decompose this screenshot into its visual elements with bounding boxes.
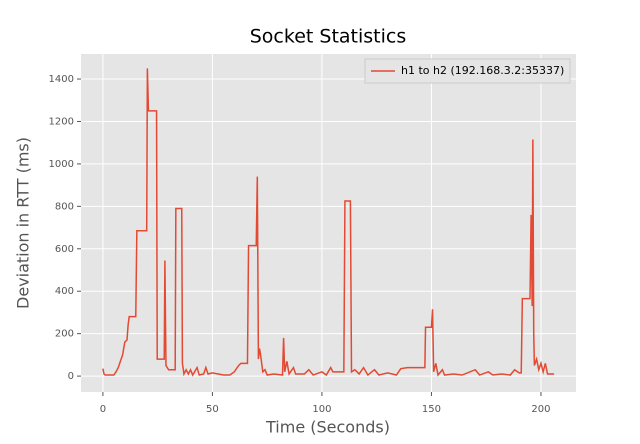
legend-label: h1 to h2 (192.168.3.2:35337)	[401, 64, 564, 77]
x-tick-label: 0	[100, 404, 106, 415]
legend-box	[364, 58, 571, 84]
x-tick-label: 50	[206, 404, 219, 415]
y-tick-label: 0	[68, 371, 74, 382]
plot-area	[81, 54, 576, 392]
y-tick-label: 800	[55, 201, 74, 212]
y-tick-label: 1000	[49, 159, 74, 170]
x-tick-label: 150	[422, 404, 441, 415]
y-axis-label: Deviation in RTT (ms)	[14, 137, 33, 309]
y-tick-label: 400	[55, 286, 74, 297]
y-tick-label: 600	[55, 244, 74, 255]
x-axis-label: Time (Seconds)	[265, 418, 390, 437]
y-tick-label: 1200	[49, 116, 74, 127]
data-line	[102, 68, 555, 377]
x-tick-label: 100	[312, 404, 331, 415]
x-tick-label: 200	[531, 404, 550, 415]
chart-title: Socket Statistics	[250, 26, 407, 48]
y-tick-label: 200	[55, 329, 74, 340]
y-tick-label: 1400	[49, 74, 74, 85]
